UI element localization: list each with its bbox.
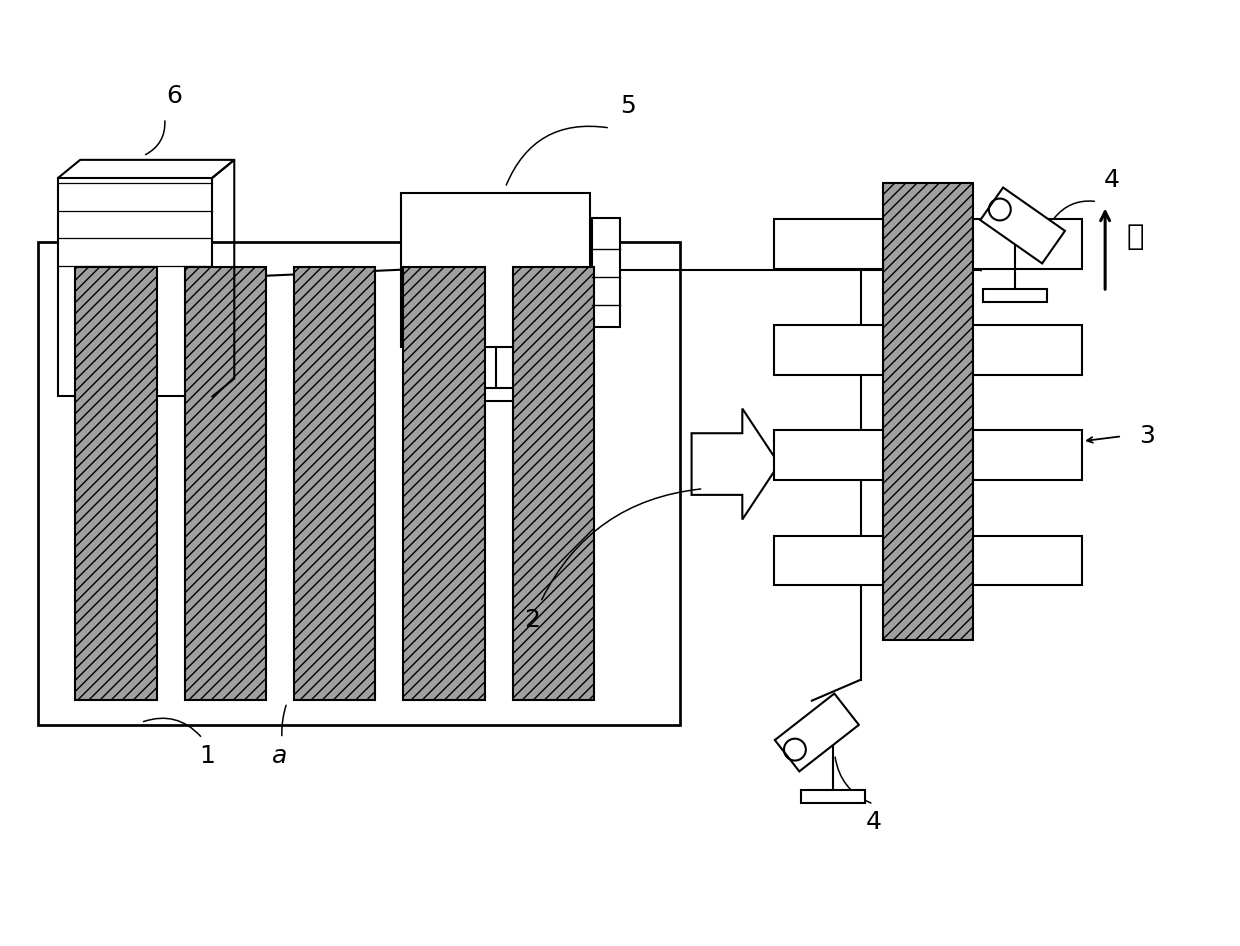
- Bar: [983, 289, 1047, 303]
- Text: 1: 1: [200, 745, 216, 768]
- Text: 3: 3: [1140, 424, 1154, 448]
- Bar: [458, 389, 533, 401]
- Bar: [512, 267, 594, 700]
- Polygon shape: [981, 187, 1065, 263]
- Bar: [185, 267, 267, 700]
- Text: 正: 正: [1127, 223, 1145, 252]
- Text: 6: 6: [166, 84, 182, 108]
- Bar: [774, 219, 883, 270]
- Text: a: a: [273, 745, 288, 768]
- Bar: [58, 178, 212, 396]
- Bar: [402, 193, 590, 347]
- Bar: [774, 430, 883, 480]
- Bar: [403, 267, 485, 700]
- Text: 5: 5: [620, 95, 636, 118]
- Bar: [973, 430, 1083, 480]
- Polygon shape: [775, 693, 859, 771]
- Bar: [593, 218, 620, 327]
- Bar: [801, 790, 864, 803]
- Bar: [76, 267, 156, 700]
- Bar: [883, 183, 973, 640]
- Bar: [973, 219, 1083, 270]
- Text: 4: 4: [1104, 167, 1120, 192]
- Bar: [294, 267, 376, 700]
- Polygon shape: [692, 409, 779, 519]
- Bar: [38, 242, 680, 725]
- Bar: [774, 324, 883, 375]
- Text: 2: 2: [525, 608, 541, 632]
- Bar: [973, 324, 1083, 375]
- Text: 4: 4: [866, 810, 882, 834]
- Bar: [774, 535, 883, 586]
- Bar: [973, 535, 1083, 586]
